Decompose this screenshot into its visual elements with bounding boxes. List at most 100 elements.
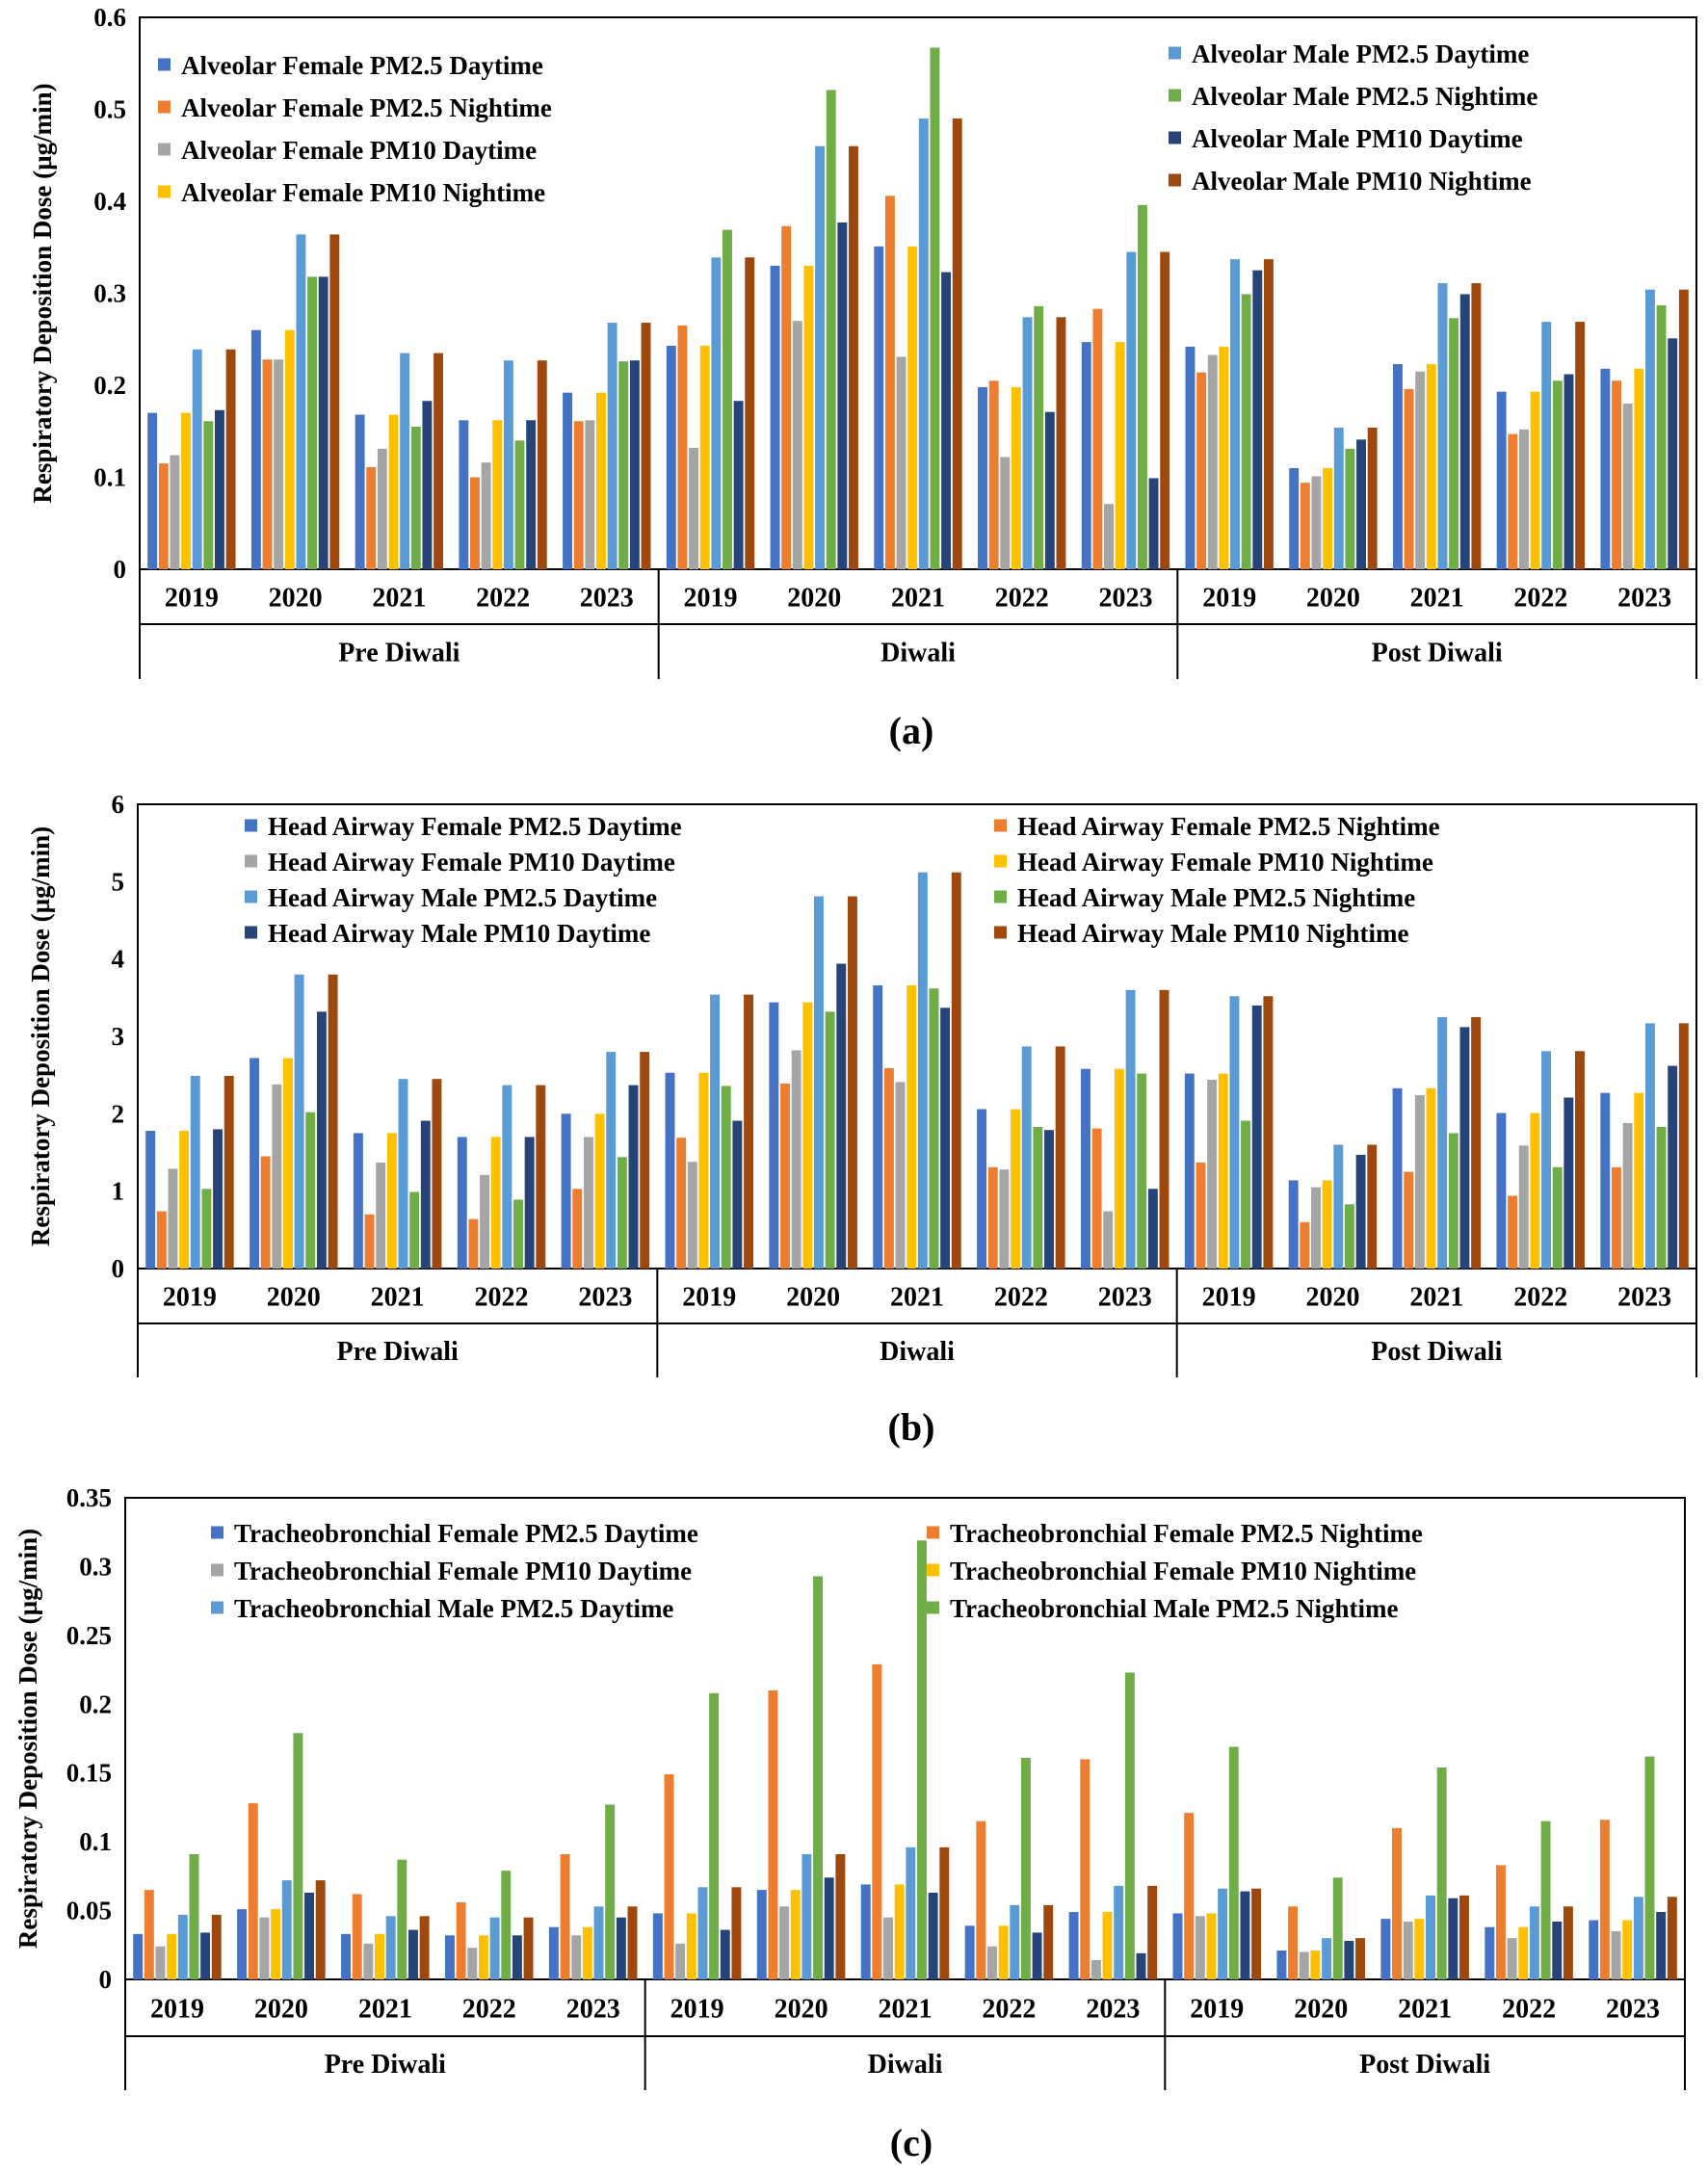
bar-1-12 <box>1276 1950 1287 1979</box>
legend-item-label: Alveolar Male PM2.5 Nightime <box>1192 82 1537 111</box>
bar-2-11 <box>1196 372 1207 569</box>
bar-6-10 <box>1124 1672 1135 1979</box>
bar-2-15 <box>1612 380 1621 569</box>
bar-3-8 <box>895 1082 906 1269</box>
bar-2-5 <box>573 421 584 569</box>
bar-8-1 <box>225 349 236 569</box>
bar-6-1 <box>189 1854 199 1979</box>
bar-4-14 <box>1530 391 1540 569</box>
bar-5-13 <box>1426 1895 1435 1979</box>
x-tick-label: 2021 <box>890 1283 944 1313</box>
bar-3-6 <box>689 447 699 569</box>
group-label: Diwali <box>880 639 956 668</box>
bar-1-2 <box>250 329 261 569</box>
bar-7-7 <box>836 963 847 1269</box>
x-tick-label: 2022 <box>462 1995 516 2025</box>
bar-3-3 <box>377 448 387 569</box>
bar-2-9 <box>976 1820 986 1979</box>
bar-3-9 <box>1000 457 1011 569</box>
bar-6-13 <box>1449 318 1459 569</box>
x-tick-label: 2021 <box>879 1995 933 2025</box>
bar-4-1 <box>179 1131 190 1269</box>
bar-5-6 <box>711 257 722 569</box>
group-label: Pre Diwali <box>325 2050 446 2080</box>
legend-swatch <box>158 100 171 114</box>
y-axis-label: Respiratory Deposition Dose (µg/min) <box>28 83 57 503</box>
x-tick-label: 2021 <box>1410 584 1464 614</box>
legend-item-label: Tracheobronchial Male PM2.5 Nightime <box>950 1594 1398 1623</box>
bar-1-11 <box>1185 346 1196 569</box>
legend-swatch <box>158 185 171 198</box>
bar-2-6 <box>676 1138 687 1269</box>
bar-3-14 <box>1518 1145 1529 1269</box>
x-tick-label: 2020 <box>267 1283 321 1313</box>
bar-5-7 <box>814 896 824 1269</box>
bar-5-9 <box>1021 1046 1032 1269</box>
bar-8-4 <box>537 360 547 569</box>
group-label: Diwali <box>880 1337 955 1367</box>
x-tick-label: 2023 <box>580 584 634 614</box>
bar-4-14 <box>1518 1926 1529 1979</box>
y-tick-label: 0.2 <box>79 1689 112 1718</box>
bar-3-15 <box>1622 1122 1633 1269</box>
bar-4-12 <box>1323 467 1333 569</box>
bar-7-5 <box>629 360 640 569</box>
bar-2-13 <box>1404 388 1414 569</box>
bar-6-3 <box>409 1191 420 1269</box>
bar-2-8 <box>884 196 895 569</box>
bar-1-5 <box>563 392 573 569</box>
bar-8-9 <box>1055 1046 1065 1269</box>
bar-8-8 <box>939 1846 950 1979</box>
x-tick-label: 2021 <box>371 1283 425 1313</box>
y-tick-label: 0.4 <box>93 187 126 216</box>
bar-7-9 <box>1044 411 1055 569</box>
x-tick-label: 2022 <box>994 1283 1048 1313</box>
bar-1-5 <box>548 1926 559 1979</box>
bar-3-12 <box>1311 476 1322 569</box>
bar-6-10 <box>1137 1073 1147 1269</box>
bar-5-5 <box>607 323 618 569</box>
bar-2-12 <box>1300 1221 1310 1269</box>
bar-3-5 <box>571 1935 582 1979</box>
bar-8-3 <box>432 1079 442 1269</box>
bar-6-2 <box>305 1112 316 1269</box>
legend-swatch <box>211 1601 223 1614</box>
bar-3-6 <box>687 1162 697 1269</box>
bar-3-6 <box>675 1943 686 1979</box>
bar-4-4 <box>492 420 503 569</box>
bar-8-10 <box>1147 1885 1158 1979</box>
group-label: Post Diwali <box>1371 1337 1502 1367</box>
bar-4-9 <box>1011 386 1021 569</box>
bar-5-5 <box>606 1052 617 1269</box>
bar-7-2 <box>318 276 328 569</box>
y-tick-label: 3 <box>112 1022 125 1051</box>
bar-5-9 <box>1010 1904 1020 1979</box>
legend-swatch <box>994 854 1007 868</box>
bar-8-3 <box>419 1916 430 1979</box>
bar-6-9 <box>1034 305 1044 569</box>
bar-4-2 <box>284 329 295 569</box>
bar-1-2 <box>237 1909 248 1979</box>
bar-8-5 <box>627 1906 638 1979</box>
legend-item-label: Head Airway Female PM2.5 Nightime <box>1017 812 1440 841</box>
bar-2-11 <box>1184 1813 1195 1979</box>
bar-6-2 <box>293 1733 303 1979</box>
bar-2-11 <box>1196 1162 1206 1269</box>
bar-8-2 <box>328 974 338 1269</box>
bar-1-8 <box>860 1884 871 1979</box>
bar-4-4 <box>490 1137 501 1269</box>
x-tick-label: 2021 <box>1409 1283 1463 1313</box>
bar-5-6 <box>697 1887 708 1979</box>
bar-4-6 <box>686 1913 696 1979</box>
x-tick-label: 2020 <box>1306 584 1360 614</box>
bar-4-9 <box>1011 1109 1020 1269</box>
bar-4-3 <box>388 414 399 569</box>
bar-8-6 <box>745 257 755 569</box>
bar-7-13 <box>1459 1027 1470 1269</box>
bar-1-4 <box>445 1935 455 1979</box>
bar-8-2 <box>315 1880 326 1979</box>
bar-6-9 <box>1033 1126 1043 1269</box>
bar-7-14 <box>1552 1922 1563 1979</box>
x-tick-label: 2022 <box>995 584 1049 614</box>
